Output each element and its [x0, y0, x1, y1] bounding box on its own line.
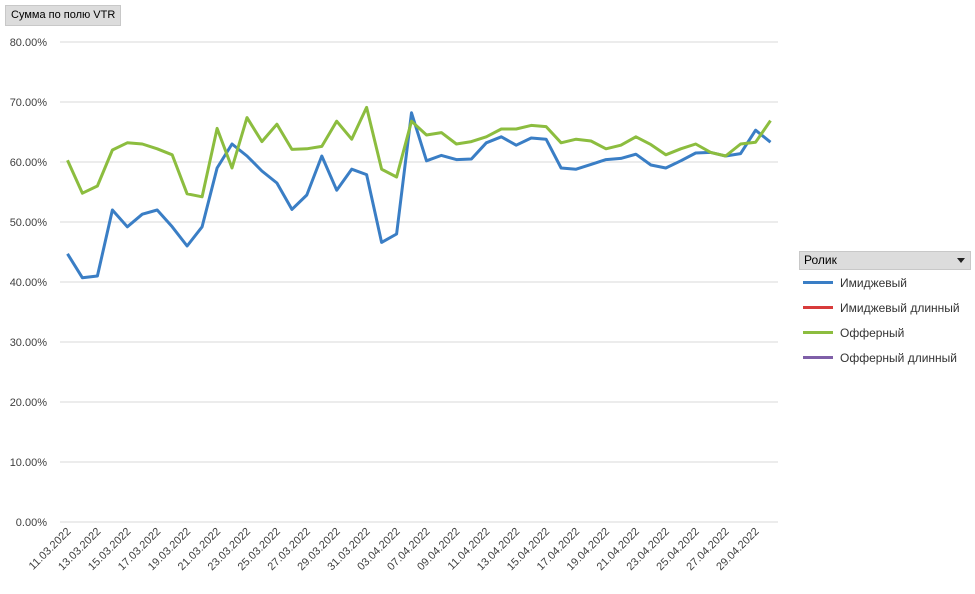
y-tick-label: 0.00% — [16, 517, 47, 529]
legend-swatch — [803, 356, 833, 359]
legend: Ролик Имиджевый Имиджевый длинный Офферный… — [799, 251, 971, 370]
legend-swatch — [803, 331, 833, 334]
legend-item: Офферный длинный — [799, 345, 971, 370]
y-tick-label: 70.00% — [10, 97, 48, 109]
y-tick-label: 10.00% — [10, 457, 48, 469]
legend-label: Офферный — [840, 325, 905, 340]
value-field-button[interactable]: Сумма по полю VTR — [5, 5, 122, 26]
legend-title: Ролик — [804, 253, 837, 267]
y-tick-label: 60.00% — [10, 157, 48, 169]
y-tick-label: 30.00% — [10, 337, 48, 349]
legend-label: Имиджевый длинный — [840, 300, 960, 315]
legend-label: Имиджевый — [840, 275, 907, 290]
series-line-2 — [66, 105, 772, 199]
legend-swatch — [803, 306, 833, 309]
series-line-0 — [66, 111, 772, 280]
legend-item: Офферный — [799, 320, 971, 345]
legend-swatch — [803, 281, 833, 284]
legend-filter-button[interactable]: Ролик — [799, 251, 971, 270]
dropdown-arrow-icon[interactable] — [957, 258, 965, 263]
y-tick-label: 20.00% — [10, 397, 48, 409]
y-tick-label: 80.00% — [10, 37, 48, 49]
legend-item: Имиджевый длинный — [799, 295, 971, 320]
legend-label: Офферный длинный — [840, 350, 958, 365]
y-tick-label: 50.00% — [10, 217, 48, 229]
legend-item: Имиджевый — [799, 270, 971, 295]
y-tick-label: 40.00% — [10, 277, 48, 289]
